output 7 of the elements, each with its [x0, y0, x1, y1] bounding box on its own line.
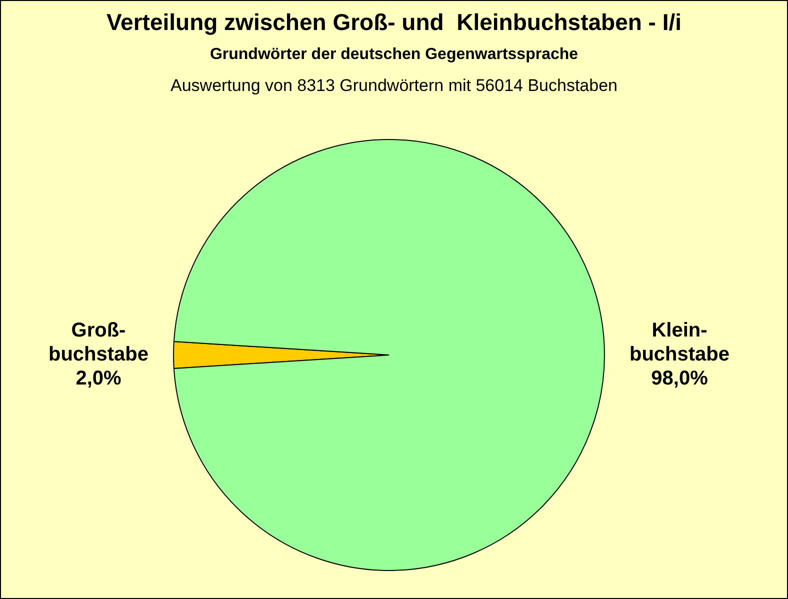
data-label: 2,0% [76, 368, 122, 390]
chart-subtitle: Grundwörter der deutschen Gegenwartssprache [208, 46, 580, 64]
data-label: 98,0% [651, 368, 708, 390]
chart-title: Verteilung zwischen Groß- und Kleinbuchstaben - I/i [105, 9, 683, 36]
slice-label: Klein-buchstabe [629, 320, 730, 366]
text: Auswertung von 8313 Grundwörtern mit 56014 Buchstaben [170, 76, 618, 96]
slice-label: Groß-buchstabe [48, 320, 149, 366]
